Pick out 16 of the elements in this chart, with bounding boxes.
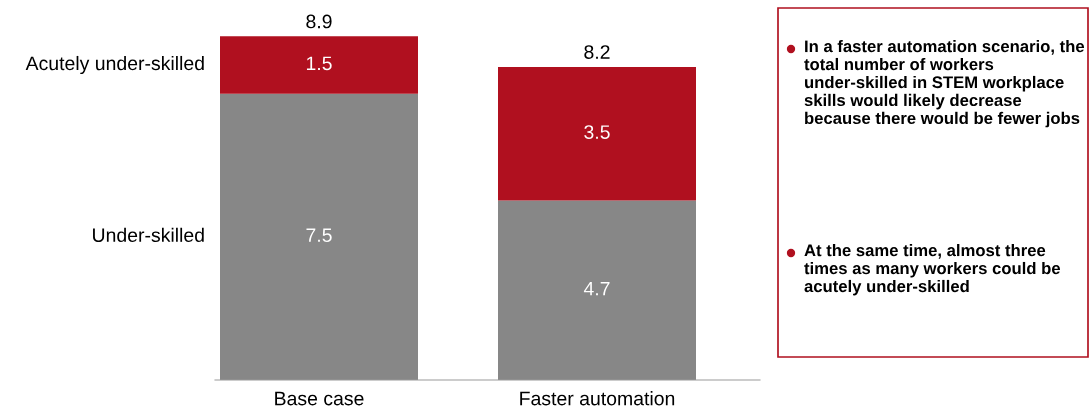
x-tick-label: Base case — [275, 391, 364, 406]
text: At the same time, almost three times as many workers could be acutely under-skilled — [804, 244, 1061, 296]
data-label: 7.5 — [306, 228, 332, 243]
bar — [220, 93, 418, 380]
data-label: 3.5 — [584, 125, 610, 139]
data-label: 1.5 — [306, 56, 332, 71]
data-label: 4.7 — [583, 281, 610, 296]
series-label: Under-skilled — [93, 227, 204, 243]
bar — [220, 36, 418, 94]
bar — [498, 200, 696, 380]
total-label: 8.2 — [584, 45, 610, 59]
series-label: Acutely under-skilled — [25, 55, 204, 75]
total-label: 8.9 — [306, 14, 332, 29]
text: In a faster automation scenario, the total number of workers under-skilled in STEM workplace skills would likely decrease because there would be fewer jobs — [804, 40, 1085, 128]
bar — [498, 66, 696, 201]
x-tick-label: Faster automation — [520, 391, 675, 406]
